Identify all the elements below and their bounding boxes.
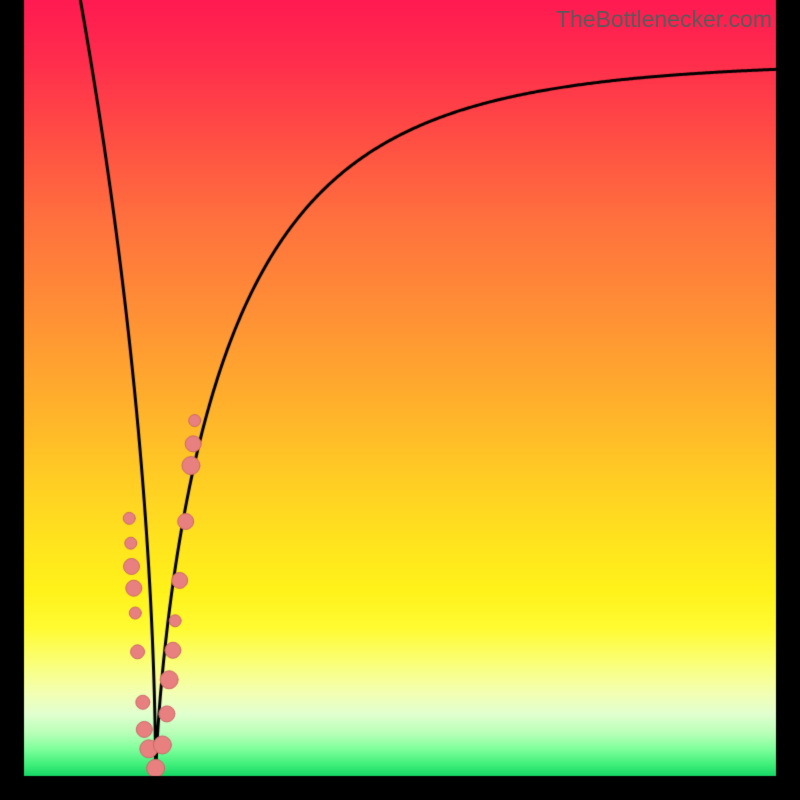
bottleneck-curve-chart [0, 0, 800, 800]
watermark-text: TheBottlenecker.com [556, 6, 772, 33]
chart-root: TheBottlenecker.com [0, 0, 800, 800]
